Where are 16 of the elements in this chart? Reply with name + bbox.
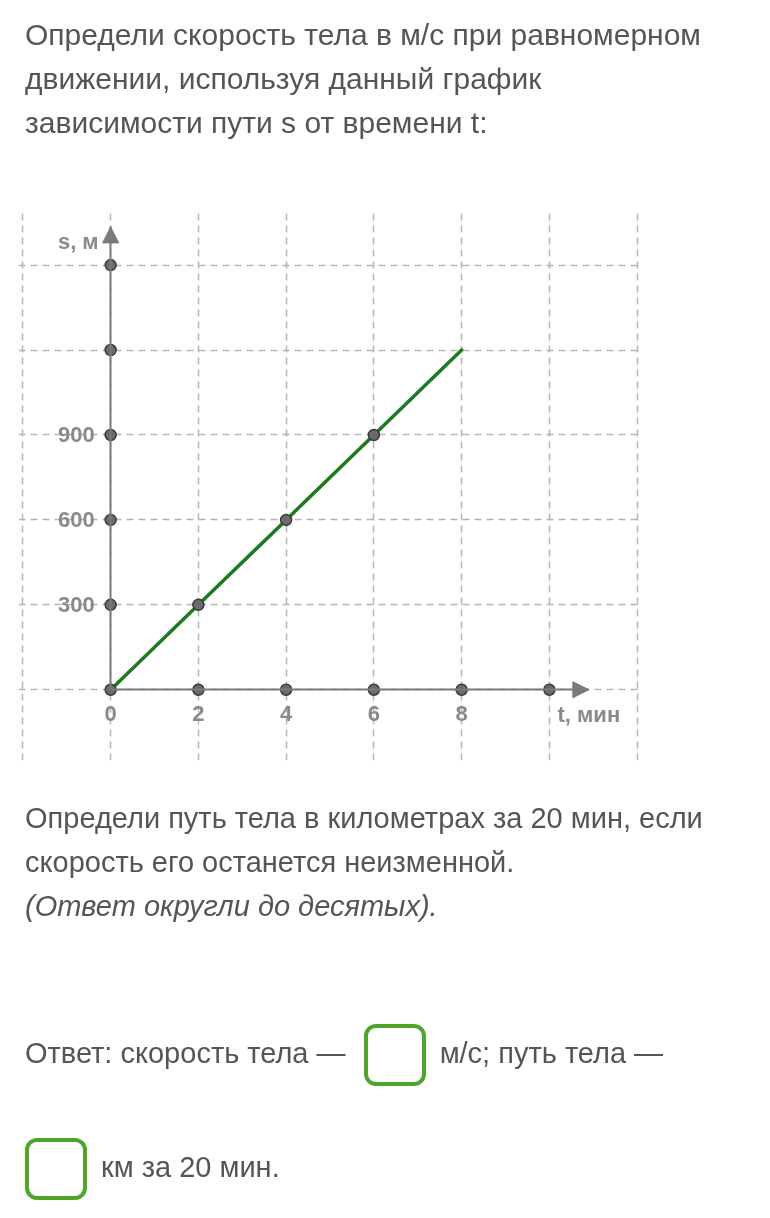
chart-title: Определи скорость тела в м/с при равномерном движении, используя данный график зависимости пути s от времени t: [24, 17, 702, 141]
y-tick-label: 300 [57, 592, 95, 618]
text: (Ответ округли до десятых). [25, 890, 438, 922]
x-tick-label: 2 [192, 700, 205, 726]
y-tick-label: 600 [57, 507, 95, 533]
x-tick-label: 8 [455, 700, 468, 726]
x-tick-label: 6 [367, 700, 381, 726]
x-axis-title: t, мин [557, 701, 621, 727]
y-tick-label: 900 [57, 422, 95, 448]
text: м/с; путь тела — [439, 1037, 664, 1069]
y-axis-title: s, м [57, 228, 99, 254]
x-tick-label: 4 [280, 700, 294, 726]
text: Определи путь тела в километрах за 20 мин, если скорость его останется неизменной. [25, 802, 703, 878]
text: Ответ: скорость тела — [25, 1037, 346, 1069]
text: км за 20 мин. [101, 1151, 280, 1183]
x-tick-label: 0 [104, 700, 117, 726]
